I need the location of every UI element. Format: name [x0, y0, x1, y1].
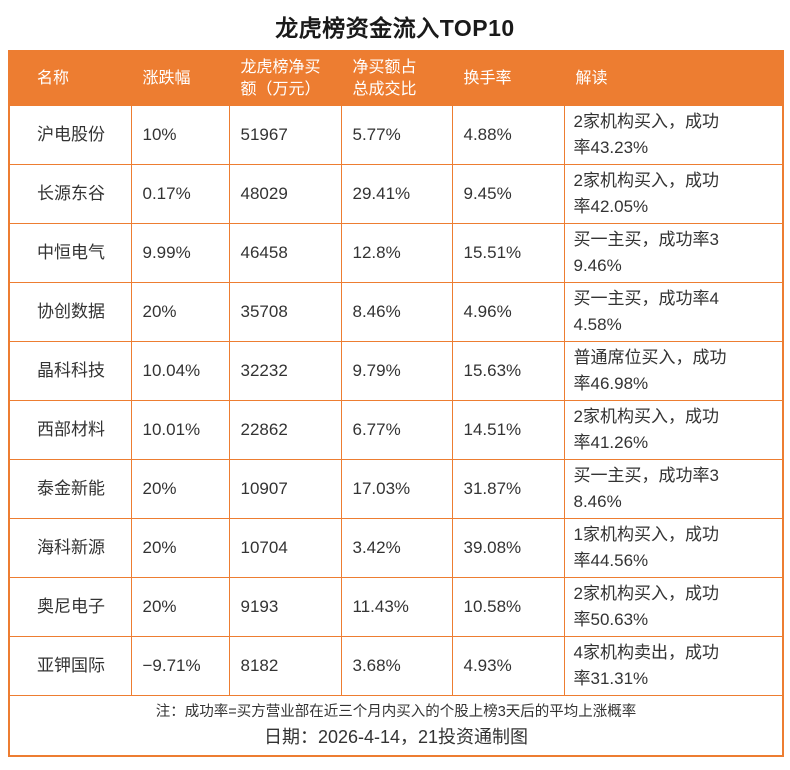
cell-turnover: 10.58% [451, 577, 565, 638]
cell-turnover: 4.93% [451, 636, 565, 697]
cell-ratio: 11.43% [340, 577, 453, 638]
cell-interpretation: 2家机构买入，成功 率41.26% [563, 400, 784, 461]
cell-turnover: 15.51% [451, 223, 565, 284]
cell-ratio: 3.68% [340, 636, 453, 697]
cell-ratio: 6.77% [340, 400, 453, 461]
column-header-name: 名称 [8, 50, 132, 107]
column-header-change: 涨跌幅 [130, 50, 230, 107]
cell-net-buy: 32232 [228, 341, 342, 402]
cell-name: 泰金新能 [8, 459, 132, 520]
cell-net-buy: 9193 [228, 577, 342, 638]
footer-cell: 注：成功率=买方营业部在近三个月内买入的个股上榜3天后的平均上涨概率 日期：20… [8, 695, 784, 757]
cell-interpretation: 买一主买，成功率4 4.58% [563, 282, 784, 343]
table-row: 长源东谷 0.17% 48029 29.41% 9.45% 2家机构买入，成功 … [8, 164, 784, 225]
table-row: 协创数据 20% 35708 8.46% 4.96% 买一主买，成功率4 4.5… [8, 282, 784, 343]
column-header-interpretation: 解读 [563, 50, 784, 107]
cell-change: 20% [130, 577, 230, 638]
cell-net-buy: 10907 [228, 459, 342, 520]
cell-ratio: 8.46% [340, 282, 453, 343]
page-title: 龙虎榜资金流入TOP10 [275, 15, 515, 41]
cell-turnover: 14.51% [451, 400, 565, 461]
table-row: 西部材料 10.01% 22862 6.77% 14.51% 2家机构买入，成功… [8, 400, 784, 461]
cell-interpretation: 1家机构买入，成功 率44.56% [563, 518, 784, 579]
cell-ratio: 3.42% [340, 518, 453, 579]
header-row: 名称 涨跌幅 龙虎榜净买 额（万元） 净买额占 总成交比 换手率 解读 [8, 50, 784, 107]
table-row: 亚钾国际 −9.71% 8182 3.68% 4.93% 4家机构卖出，成功 率… [8, 636, 784, 697]
table-row: 泰金新能 20% 10907 17.03% 31.87% 买一主买，成功率3 8… [8, 459, 784, 520]
cell-change: 0.17% [130, 164, 230, 225]
table-row: 中恒电气 9.99% 46458 12.8% 15.51% 买一主买，成功率3 … [8, 223, 784, 284]
cell-net-buy: 8182 [228, 636, 342, 697]
cell-name: 长源东谷 [8, 164, 132, 225]
cell-change: 10.01% [130, 400, 230, 461]
cell-interpretation: 2家机构买入，成功 率43.23% [563, 105, 784, 166]
cell-change: −9.71% [130, 636, 230, 697]
table-row: 沪电股份 10% 51967 5.77% 4.88% 2家机构买入，成功 率43… [8, 105, 784, 166]
cell-turnover: 39.08% [451, 518, 565, 579]
cell-turnover: 4.96% [451, 282, 565, 343]
column-header-turnover: 换手率 [451, 50, 565, 107]
cell-turnover: 31.87% [451, 459, 565, 520]
cell-ratio: 12.8% [340, 223, 453, 284]
date-line: 日期：2026-4-14，21投资通制图 [263, 727, 529, 748]
cell-turnover: 4.88% [451, 105, 565, 166]
cell-interpretation: 买一主买，成功率3 9.46% [563, 223, 784, 284]
cell-name: 沪电股份 [8, 105, 132, 166]
cell-name: 奥尼电子 [8, 577, 132, 638]
cell-change: 10% [130, 105, 230, 166]
cell-change: 20% [130, 459, 230, 520]
cell-interpretation: 2家机构买入，成功 率50.63% [563, 577, 784, 638]
cell-name: 晶科科技 [8, 341, 132, 402]
cell-interpretation: 4家机构卖出，成功 率31.31% [563, 636, 784, 697]
cell-change: 20% [130, 518, 230, 579]
cell-interpretation: 普通席位买入，成功 率46.98% [563, 341, 784, 402]
cell-name: 西部材料 [8, 400, 132, 461]
column-header-net-buy: 龙虎榜净买 额（万元） [228, 50, 342, 107]
cell-name: 协创数据 [8, 282, 132, 343]
table-footer: 注：成功率=买方营业部在近三个月内买入的个股上榜3天后的平均上涨概率 日期：20… [8, 695, 784, 757]
cell-ratio: 29.41% [340, 164, 453, 225]
cell-net-buy: 51967 [228, 105, 342, 166]
cell-change: 9.99% [130, 223, 230, 284]
cell-net-buy: 10704 [228, 518, 342, 579]
cell-net-buy: 22862 [228, 400, 342, 461]
cell-ratio: 17.03% [340, 459, 453, 520]
cell-name: 中恒电气 [8, 223, 132, 284]
table-row: 奥尼电子 20% 9193 11.43% 10.58% 2家机构买入，成功 率5… [8, 577, 784, 638]
cell-change: 20% [130, 282, 230, 343]
footnote: 注：成功率=买方营业部在近三个月内买入的个股上榜3天后的平均上涨概率 [155, 704, 637, 721]
cell-net-buy: 48029 [228, 164, 342, 225]
cell-turnover: 9.45% [451, 164, 565, 225]
cell-interpretation: 2家机构买入，成功 率42.05% [563, 164, 784, 225]
cell-interpretation: 买一主买，成功率3 8.46% [563, 459, 784, 520]
cell-turnover: 15.63% [451, 341, 565, 402]
cell-name: 亚钾国际 [8, 636, 132, 697]
cell-ratio: 9.79% [340, 341, 453, 402]
table-row: 海科新源 20% 10704 3.42% 39.08% 1家机构买入，成功 率4… [8, 518, 784, 579]
cell-net-buy: 46458 [228, 223, 342, 284]
column-header-ratio: 净买额占 总成交比 [340, 50, 453, 107]
top10-table: 名称 涨跌幅 龙虎榜净买 额（万元） 净买额占 总成交比 换手率 解读 沪电股份… [8, 50, 784, 758]
cell-net-buy: 35708 [228, 282, 342, 343]
cell-change: 10.04% [130, 341, 230, 402]
cell-ratio: 5.77% [340, 105, 453, 166]
cell-name: 海科新源 [8, 518, 132, 579]
table-row: 晶科科技 10.04% 32232 9.79% 15.63% 普通席位买入，成功… [8, 341, 784, 402]
